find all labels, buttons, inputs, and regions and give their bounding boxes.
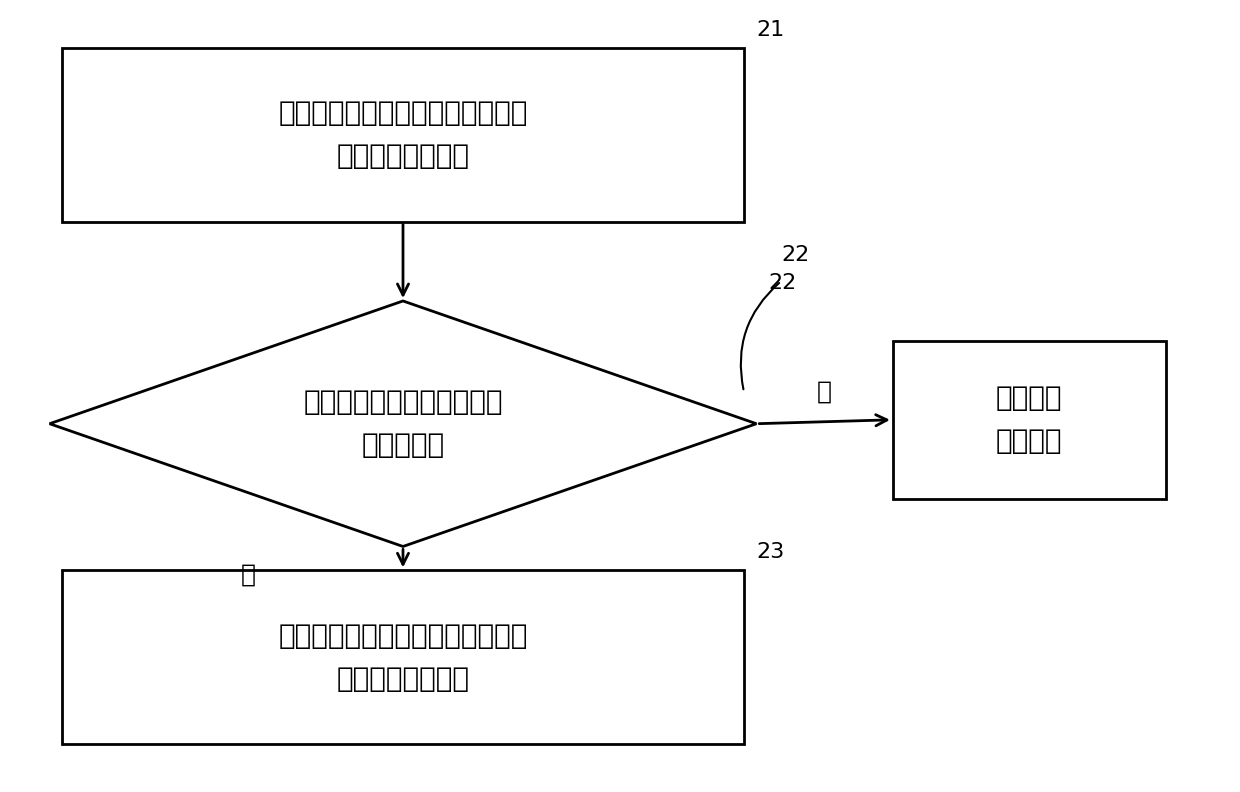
Bar [62, 48, 744, 222]
Bar [893, 341, 1166, 499]
Text: 23: 23 [756, 543, 785, 562]
Text: 是: 是 [241, 562, 255, 586]
Text: 关闭冷源
引入装置: 关闭冷源 引入装置 [996, 384, 1063, 455]
Text: 获取用于表征自然冷源的温度状况
的自然冷源温度值: 获取用于表征自然冷源的温度状况 的自然冷源温度值 [278, 99, 528, 170]
Bar [62, 570, 744, 744]
Polygon shape [50, 301, 756, 546]
Text: 否: 否 [817, 380, 832, 404]
Text: 22: 22 [769, 273, 797, 293]
Text: 发送控制冷源引入装置的进风阀开
启的第一开启信号: 发送控制冷源引入装置的进风阀开 启的第一开启信号 [278, 622, 528, 693]
Text: 22: 22 [781, 246, 810, 265]
Text: 自然冷源温度值是否在第一
预设区间？: 自然冷源温度值是否在第一 预设区间？ [304, 388, 502, 459]
Text: 21: 21 [756, 20, 785, 40]
